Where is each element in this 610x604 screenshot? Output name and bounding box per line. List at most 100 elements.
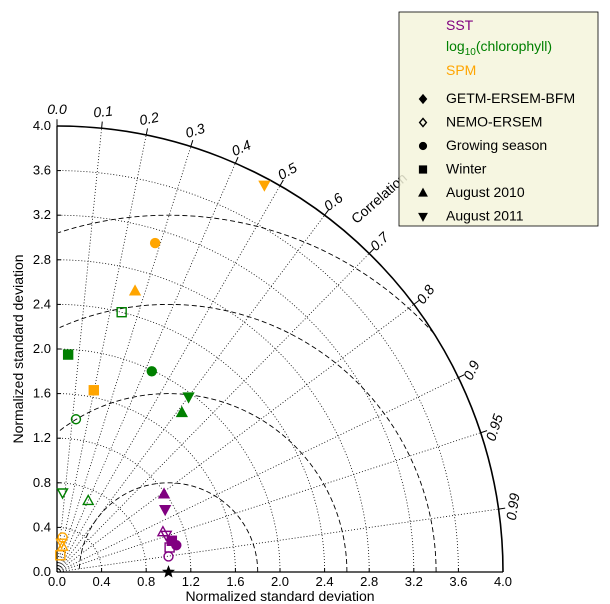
x-tick-label: 1.2 <box>182 574 200 589</box>
correlation-tick-mark <box>458 374 465 379</box>
std-arc <box>56 170 459 573</box>
correlation-tick-mark <box>190 140 194 147</box>
correlation-tick-mark <box>101 121 103 129</box>
correlation-tick-label: 0.6 <box>321 189 346 214</box>
data-point <box>55 538 68 550</box>
points-layer <box>55 180 271 578</box>
x-tick-label: 0.8 <box>137 574 155 589</box>
data-point <box>175 405 189 418</box>
legend-marker-square <box>418 165 428 174</box>
data-point <box>70 414 82 425</box>
correlation-tick-mark <box>498 507 506 510</box>
x-axis-title: Normalized standard deviation <box>185 588 374 604</box>
correlation-tick-label: 0.4 <box>229 136 253 159</box>
x-tick-label: 4.0 <box>494 574 512 589</box>
legend-marker-entries: GETM-ERSEM-BFM NEMO-ERSEM Growing season Wi… <box>418 90 575 224</box>
correlation-tick-label: 0.5 <box>275 159 300 183</box>
correlation-tick-label: 0.9 <box>460 358 483 383</box>
std-arc <box>56 304 325 573</box>
y-tick-label: 3.2 <box>33 207 51 222</box>
correlation-ray <box>56 432 481 573</box>
x-tick-label: 3.6 <box>449 574 467 589</box>
std-arc <box>56 437 192 573</box>
data-point <box>182 392 195 404</box>
ticks-layer: 0.0 0.4 0.8 1.2 1.6 2.0 2.4 2.8 3.2 3.6 4.0 0.0 0.4 0… <box>33 101 523 589</box>
legend-marker-label: August 2011 <box>446 208 524 224</box>
correlation-tick-label: 0.2 <box>138 109 160 129</box>
legend-frame <box>398 11 599 227</box>
correlation-ray <box>56 146 192 573</box>
series-2 <box>55 180 271 561</box>
rmsd-arc <box>58 214 434 334</box>
grid-layer <box>56 128 499 573</box>
y-tick-label: 0.8 <box>33 475 51 490</box>
correlation-ray <box>56 134 147 573</box>
correlation-tick-mark <box>413 299 420 305</box>
correlation-tick-mark <box>480 430 488 434</box>
legend-chlorophyll-label: log10(chlorophyll) <box>446 38 552 58</box>
x-tick-label: 1.6 <box>226 574 244 589</box>
data-point <box>166 535 178 546</box>
legend-marker-label: August 2010 <box>446 184 525 200</box>
correlation-tick-mark <box>145 128 149 136</box>
correlation-ray <box>56 163 236 573</box>
legend-spm-label: SPM <box>446 62 476 78</box>
data-point <box>159 505 172 517</box>
correlation-ray <box>56 377 459 573</box>
y-tick-label: 4.0 <box>33 118 51 133</box>
correlation-ray <box>56 304 415 573</box>
legend-marker-triangle-up <box>418 187 428 197</box>
legend-marker-circle <box>418 141 428 151</box>
data-point <box>258 180 271 192</box>
series-0 <box>156 487 182 562</box>
correlation-tick-mark <box>368 248 375 254</box>
correlation-tick-mark <box>279 179 284 187</box>
std-arc <box>56 393 236 573</box>
data-point <box>128 284 142 296</box>
x-tick-label: 3.2 <box>405 574 423 589</box>
data-point <box>116 307 127 318</box>
x-tick-label: 2.4 <box>316 574 334 589</box>
y-tick-label: 2.4 <box>33 296 51 311</box>
y-tick-label: 1.2 <box>33 430 51 445</box>
legend-sst-label: SST <box>446 17 474 33</box>
x-tick-label: 0.4 <box>93 574 111 589</box>
std-arc <box>56 259 370 573</box>
data-point <box>88 385 99 396</box>
rmsd-arc <box>59 393 348 573</box>
y-tick-label: 2.8 <box>33 252 51 267</box>
correlation-tick-label: 0.8 <box>413 281 438 306</box>
data-point <box>163 551 174 562</box>
y-tick-label: 0.4 <box>33 519 51 534</box>
correlation-tick-label: 0.99 <box>503 492 523 521</box>
data-point <box>82 494 95 506</box>
data-point <box>149 237 161 249</box>
data-point <box>62 349 74 360</box>
correlation-tick-label: 0.1 <box>93 102 114 120</box>
legend-marker-triangle-down <box>418 212 428 222</box>
correlation-ray <box>56 253 370 573</box>
y-axis-title: Normalized standard deviation <box>10 254 26 443</box>
legend: SST log10(chlorophyll) SPM GETM-ERSEM-BF… <box>398 11 599 227</box>
legend-marker-label: Winter <box>446 161 487 177</box>
correlation-ray <box>56 185 281 573</box>
legend-marker-label: Growing season <box>446 137 547 153</box>
legend-marker-diamond <box>418 93 428 105</box>
data-point <box>56 488 69 500</box>
std-arc <box>56 214 415 573</box>
y-tick-label: 1.6 <box>33 386 51 401</box>
correlation-tick-mark <box>324 209 330 216</box>
x-tick-label: 2.8 <box>360 574 378 589</box>
std-arc <box>56 482 147 573</box>
legend-marker-label: GETM-ERSEM-BFM <box>446 90 575 106</box>
correlation-ray <box>56 508 499 573</box>
correlation-tick-mark <box>234 156 239 164</box>
x-tick-label: 2.0 <box>271 574 289 589</box>
y-tick-label: 2.0 <box>33 341 51 356</box>
legend-marker-diamond <box>418 117 428 128</box>
y-tick-label: 0.0 <box>33 564 51 579</box>
data-point <box>160 530 173 542</box>
data-point <box>146 366 157 377</box>
x-tick-label: 0.0 <box>48 574 66 589</box>
